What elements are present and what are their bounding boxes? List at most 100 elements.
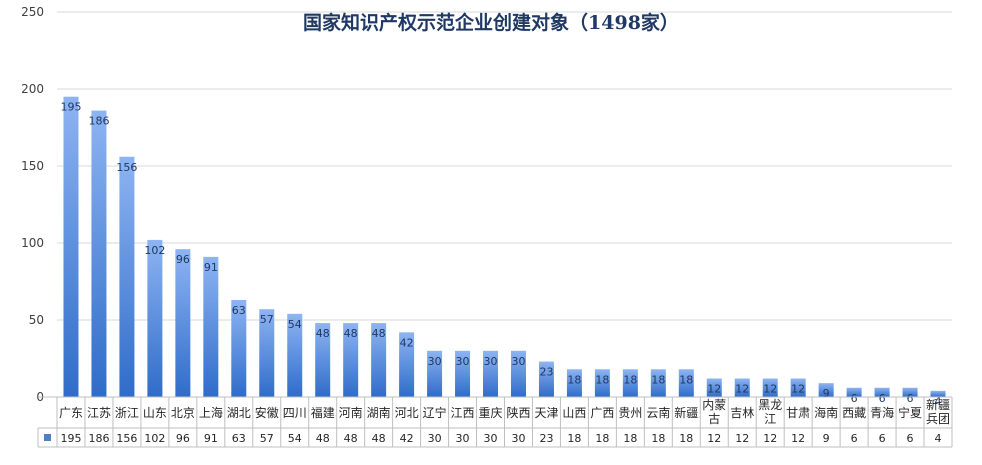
table-value: 4 <box>935 432 942 445</box>
bar <box>902 387 918 397</box>
x-category-label: 安徽 <box>255 405 279 420</box>
data-label: 186 <box>88 115 109 128</box>
bar <box>706 378 722 397</box>
x-category-label: 山西 <box>562 406 586 420</box>
data-label: 12 <box>707 383 721 396</box>
x-category-label: 广东 <box>59 406 83 420</box>
x-category-label: 浙江 <box>115 406 139 420</box>
bar <box>147 239 163 397</box>
data-label: 18 <box>623 373 637 386</box>
x-category-label: 河北 <box>395 406 419 420</box>
x-category-label: 河南 <box>339 405 363 420</box>
data-label: 30 <box>484 355 498 368</box>
bar <box>91 110 107 397</box>
data-label: 18 <box>567 373 581 386</box>
table-value: 6 <box>907 432 914 445</box>
x-category-label: 陕西 <box>506 405 530 420</box>
bar <box>538 361 554 397</box>
table-value: 12 <box>791 432 805 445</box>
bar <box>483 350 499 397</box>
table-value: 9 <box>823 432 830 445</box>
x-category-label: 吉林 <box>730 406 754 420</box>
bar <box>818 383 834 397</box>
x-category-label: 湖北 <box>227 405 251 420</box>
x-category-label: 新疆 <box>926 397 950 412</box>
y-tick-label: 100 <box>21 236 44 250</box>
bar <box>175 249 191 397</box>
bar <box>315 323 331 397</box>
x-category-label: 宁夏 <box>898 405 922 420</box>
y-tick-label: 250 <box>21 5 44 19</box>
data-label: 30 <box>511 355 525 368</box>
table-value: 195 <box>60 432 81 445</box>
data-label: 12 <box>763 383 777 396</box>
x-category-label: 海南 <box>814 405 838 420</box>
bar <box>846 387 862 397</box>
bar <box>510 350 526 397</box>
table-value: 96 <box>176 432 190 445</box>
data-label: 91 <box>204 261 218 274</box>
x-category-label: 福建 <box>311 405 335 420</box>
bar <box>427 350 443 397</box>
table-value: 12 <box>707 432 721 445</box>
table-value: 6 <box>879 432 886 445</box>
bar <box>63 96 79 397</box>
data-label: 156 <box>116 161 137 174</box>
bar <box>203 256 219 397</box>
table-value: 57 <box>260 432 274 445</box>
bar <box>790 378 806 397</box>
data-label: 42 <box>400 336 414 349</box>
x-category-label: 上海 <box>199 405 223 420</box>
bar-series <box>63 96 946 397</box>
bar <box>566 369 582 397</box>
table-value: 63 <box>232 432 246 445</box>
table-value: 102 <box>144 432 165 445</box>
bar <box>650 369 666 397</box>
x-category-label: 西藏 <box>842 406 866 420</box>
y-gridlines <box>57 11 952 321</box>
x-category-label: 古 <box>708 411 720 426</box>
data-label: 4 <box>935 395 942 408</box>
x-category-label: 湖南 <box>367 405 391 420</box>
data-label: 63 <box>232 304 246 317</box>
table-value: 186 <box>88 432 109 445</box>
table-value: 30 <box>484 432 498 445</box>
table-value: 156 <box>116 432 137 445</box>
bar <box>930 390 946 397</box>
bar <box>399 332 415 397</box>
data-label: 18 <box>651 373 665 386</box>
x-category-label: 兵团 <box>926 412 950 426</box>
x-category-label: 江苏 <box>87 406 111 420</box>
data-table: 广东195江苏186浙江156山东102北京96上海91湖北63安徽57四川54… <box>37 396 953 448</box>
table-value: 18 <box>567 432 581 445</box>
table-value: 30 <box>511 432 525 445</box>
x-category-label: 新疆 <box>674 405 698 420</box>
data-label: 6 <box>907 392 914 405</box>
table-value: 48 <box>344 432 358 445</box>
x-category-label: 甘肃 <box>786 406 810 420</box>
x-category-label: 北京 <box>171 406 195 420</box>
data-label: 6 <box>851 392 858 405</box>
x-category-label: 江西 <box>451 406 475 420</box>
legend-key <box>44 434 51 441</box>
x-category-label: 辽宁 <box>423 405 447 420</box>
bar <box>371 323 387 397</box>
x-category-label: 江 <box>764 412 776 426</box>
x-category-label: 黑龙 <box>758 398 782 412</box>
data-label: 195 <box>60 101 81 114</box>
data-label: 30 <box>456 355 470 368</box>
data-label: 18 <box>679 373 693 386</box>
bar <box>874 387 890 397</box>
table-value: 12 <box>763 432 777 445</box>
bar <box>287 313 303 397</box>
bar <box>678 369 694 397</box>
data-label: 48 <box>316 327 330 340</box>
x-category-label: 内蒙 <box>702 398 726 412</box>
y-tick-label: 200 <box>21 82 44 96</box>
bar <box>343 323 359 397</box>
bar <box>259 309 275 397</box>
data-label: 48 <box>344 327 358 340</box>
